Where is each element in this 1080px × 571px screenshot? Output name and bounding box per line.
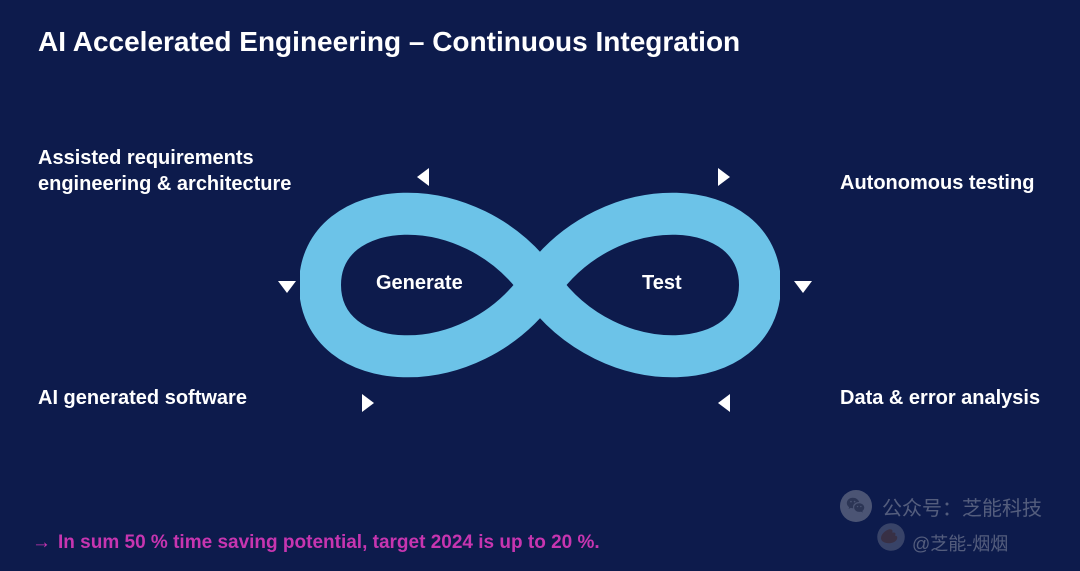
label-bot-right: Data & error analysis [840,385,1040,411]
flow-arrow-3 [794,281,812,293]
wechat-icon [840,490,872,522]
watermark-line1: 公众号：芝能科技 [840,490,1042,522]
footer-arrow-icon: → [32,532,51,554]
label-top-left: Assisted requirementsengineering & archi… [38,145,291,197]
label-top-right: Autonomous testing [840,170,1034,196]
flow-arrow-2 [278,281,296,293]
flow-arrow-0 [417,168,429,186]
slide: AI Accelerated Engineering – Continuous … [0,0,1080,571]
watermark-text-2: @芝能-烟烟 [912,530,1008,556]
label-bot-left: AI generated software [38,385,247,411]
weibo-icon [876,522,906,557]
flow-arrow-4 [362,394,374,412]
flow-arrow-5 [718,394,730,412]
watermark-text-1: 公众号：芝能科技 [882,492,1042,521]
footer-text: In sum 50 % time saving potential, targe… [58,532,600,554]
loop-left-label: Generate [376,272,463,295]
slide-title: AI Accelerated Engineering – Continuous … [38,26,740,58]
flow-arrow-1 [718,168,730,186]
loop-right-label: Test [642,272,682,295]
